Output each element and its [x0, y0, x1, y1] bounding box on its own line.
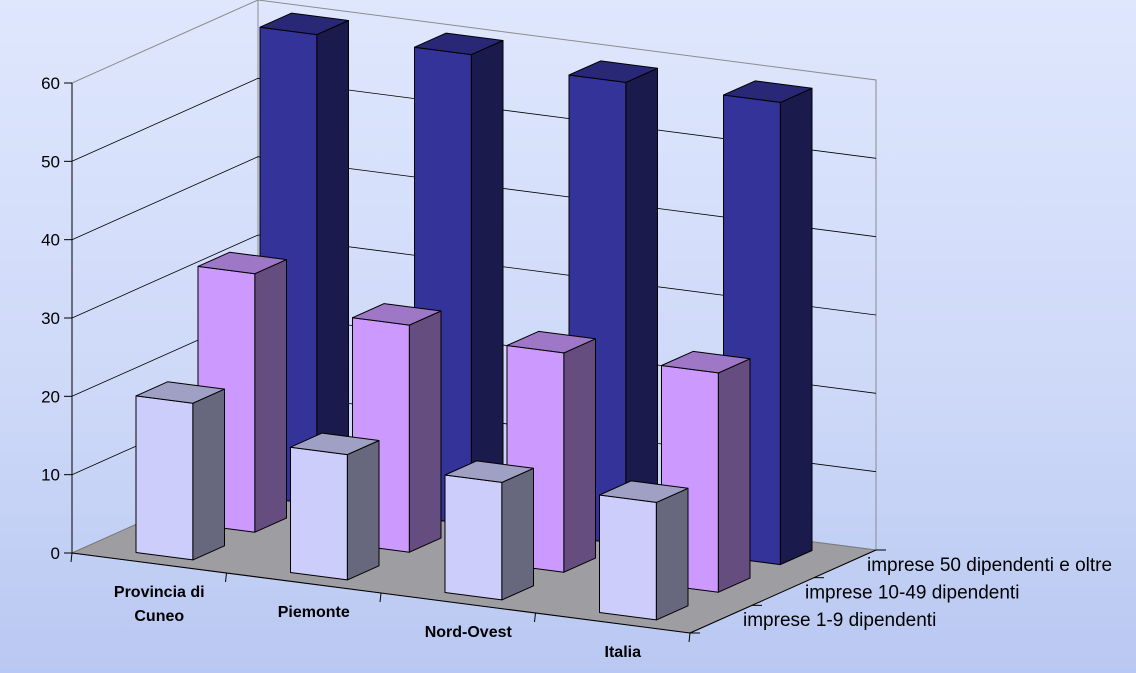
value-tick-label: 40: [41, 231, 60, 250]
gridline: [71, 156, 877, 241]
value-tick-label: 0: [51, 544, 60, 563]
series-axis: [689, 549, 877, 634]
bar-side: [779, 87, 813, 566]
value-tick-label: 30: [41, 309, 60, 328]
category-tick: [688, 632, 691, 643]
category-tick: [70, 552, 73, 563]
category-tick: [379, 592, 382, 603]
axes: [64, 82, 886, 643]
category-label: Piemonte: [278, 604, 350, 621]
labels: 0 10 20 30 40 50 60 Provincia di Cuneo Piemonte No…: [41, 74, 1112, 661]
bar-top: [506, 330, 596, 354]
bar-side: [192, 388, 225, 561]
bar-side: [563, 338, 596, 573]
bars: [135, 12, 813, 621]
bar-side: [470, 40, 504, 526]
bar-front: [290, 446, 348, 581]
bar-top: [135, 381, 225, 404]
category-label: Italia: [605, 644, 642, 661]
value-tick-label: 10: [41, 466, 60, 485]
value-tick-label: 20: [41, 387, 60, 406]
bar-side: [501, 467, 534, 601]
value-tick-label: 60: [41, 74, 60, 93]
category-label: Nord-Ovest: [425, 624, 513, 641]
series-label: imprese 1-9 dipendenti: [743, 610, 936, 631]
bar-side: [346, 440, 380, 581]
bar-side: [717, 358, 751, 593]
bar-top: [197, 251, 287, 275]
bar: [290, 432, 380, 581]
bar-top: [414, 32, 504, 56]
bar: [135, 381, 225, 561]
bar-side: [408, 310, 442, 553]
category-label: Cuneo: [134, 608, 184, 625]
bar-top: [444, 460, 534, 483]
bar-top: [723, 80, 813, 103]
bar-front: [444, 474, 503, 601]
bar: [444, 460, 534, 601]
bar-side: [625, 67, 658, 546]
bar-top: [290, 432, 380, 456]
bar-side: [316, 20, 349, 506]
bar: [599, 480, 689, 621]
bar-front: [599, 494, 657, 621]
value-tick-label: 50: [41, 152, 60, 171]
bar-top: [599, 480, 689, 503]
bar-top: [259, 12, 349, 36]
bar-side: [254, 259, 287, 533]
category-label: Provincia di: [114, 584, 205, 601]
bar-top: [568, 60, 658, 83]
series-label: imprese 10-49 dipendenti: [805, 583, 1019, 604]
gridline: [71, 234, 877, 319]
bar-side: [655, 487, 689, 621]
series-label: imprese 50 dipendenti e oltre: [867, 555, 1112, 576]
gridline: [71, 77, 877, 162]
bar-top: [661, 350, 751, 374]
category-tick: [534, 612, 536, 623]
category-tick: [225, 572, 227, 583]
bar-top: [352, 303, 442, 326]
bar-front: [135, 395, 194, 561]
